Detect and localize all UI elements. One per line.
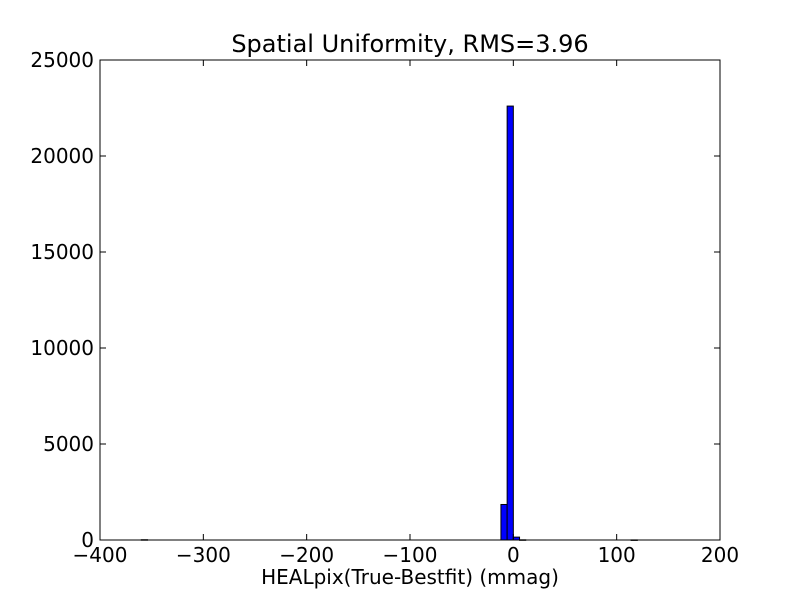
y-tick-label-2: 10000 bbox=[30, 336, 94, 360]
y-tick-label-3: 15000 bbox=[30, 240, 94, 264]
y-tick-labels: 0 5000 10000 15000 20000 25000 bbox=[30, 48, 94, 552]
x-tick-label-5: 100 bbox=[598, 543, 636, 567]
x-tick-label-1: −300 bbox=[176, 543, 231, 567]
plot-frame bbox=[99, 59, 721, 541]
y-tick-label-1: 5000 bbox=[43, 432, 94, 456]
x-tick-label-4: 0 bbox=[507, 543, 520, 567]
x-tick-label-0: −400 bbox=[73, 543, 128, 567]
x-axis-label: HEALpix(True-Bestfit) (mmag) bbox=[261, 565, 559, 589]
x-tick-labels: −400 −300 −200 −100 0 100 200 bbox=[73, 543, 740, 567]
y-tick-label-0: 0 bbox=[81, 528, 94, 552]
x-tick-label-6: 200 bbox=[701, 543, 739, 567]
x-tick-label-3: −100 bbox=[383, 543, 438, 567]
histogram-bar-2 bbox=[506, 105, 514, 541]
chart-title: Spatial Uniformity, RMS=3.96 bbox=[231, 30, 588, 58]
x-tick-label-2: −200 bbox=[279, 543, 334, 567]
histogram-bar-1 bbox=[500, 503, 508, 541]
y-tick-label-5: 25000 bbox=[30, 48, 94, 72]
y-tick-label-4: 20000 bbox=[30, 144, 94, 168]
